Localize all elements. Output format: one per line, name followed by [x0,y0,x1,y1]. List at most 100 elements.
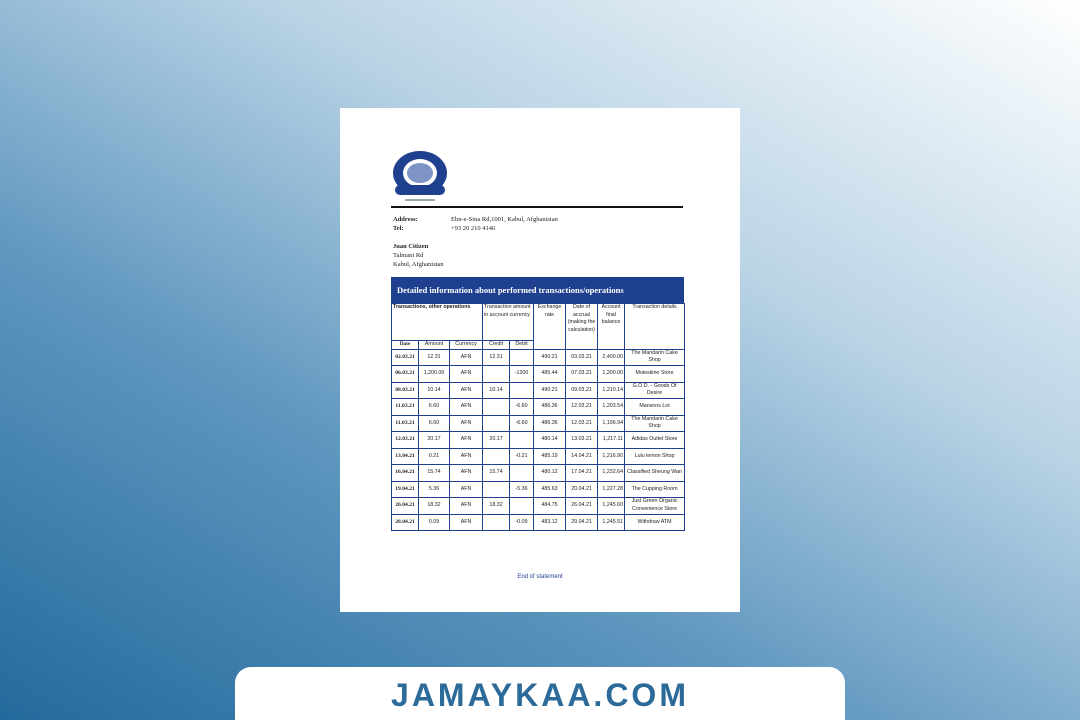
cell-balance: 1,200.00 [597,365,626,383]
cell-exchange-rate: 484.75 [533,497,567,515]
cell-amount: 15.74 [418,464,450,482]
cell-exchange-rate: 486.36 [533,414,567,432]
header-credit: Credit [482,340,511,350]
cell-debit: -6.60 [509,398,535,416]
cell-details: The Mandarin Cake Shop [624,414,686,432]
table-row: 11.03.21 6.60 AFN -6.60 486.36 12.03.21 1,196.… [391,414,686,432]
cell-balance: 1,216.90 [597,447,626,465]
transactions-table: Detailed information about performed tra… [390,277,686,531]
customer-name: Juan Citizen [393,243,429,250]
table-row: 28.04.21 0.09 AFN -0.09 483.12 29.04.21 1,245.… [391,513,686,531]
cell-amount: 0.09 [418,513,450,531]
cell-details: Classified Sheung Wan [624,464,686,482]
cell-date: 02.03.21 [391,348,419,366]
header-currency: Currency [448,340,484,350]
cell-amount: 0.21 [418,447,450,465]
cell-exchange-rate: 490.21 [533,348,567,366]
customer-street: Talmani Rd [393,252,424,259]
cell-accrual-date: 13.03.21 [565,431,599,449]
cell-credit: 10.14 [482,381,511,399]
table-row: 16.04.21 15.74 AFN 15.74 480.12 17.04.21 1,232… [391,464,686,482]
cell-debit: -0.21 [509,447,535,465]
bank-address: Address: Ebn-e-Sina Rd,1001, Kabul, Afgha… [393,216,558,223]
cell-currency: AFN [448,513,484,531]
cell-currency: AFN [448,431,484,449]
cell-balance: 1,227.28 [597,480,626,498]
cell-debit: -1200 [509,365,535,383]
cell-date: 12.03.21 [391,431,419,449]
cell-balance: 1,217.11 [597,431,626,449]
cell-accrual-date: 07.03.21 [565,365,599,383]
cell-accrual-date: 12.03.21 [565,398,599,416]
cell-date: 19.04.21 [391,480,419,498]
cell-date: 26.04.21 [391,497,419,515]
cell-exchange-rate: 483.12 [533,513,567,531]
cell-exchange-rate: 480.14 [533,431,567,449]
cell-debit: -6.60 [509,414,535,432]
cell-credit [482,513,511,531]
cell-credit [482,365,511,383]
end-of-statement: End of statement [517,574,563,580]
cell-details: Mansons Lot [624,398,686,416]
cell-accrual-date: 09.03.21 [565,381,599,399]
cell-details: The Mandarin Cake Shop [624,348,686,366]
cell-amount: 1,200.00 [418,365,450,383]
cell-balance: 1,203.54 [597,398,626,416]
cell-details: The Cupping Room [624,480,686,498]
cell-date: 28.04.21 [391,513,419,531]
cell-amount: 5.36 [418,480,450,498]
header-balance: Account final balance [597,303,626,350]
header-operations: Transactions, other operations [390,303,484,341]
cell-date: 06.03.21 [391,365,419,383]
header-accrual: Date of accrual (making the calculation) [565,303,599,350]
cell-currency: AFN [448,381,484,399]
cell-details: Lulu lemon Shop [624,447,686,465]
header-details: Transaction details [624,303,686,350]
table-row: 13.04.21 0.21 AFN -0.21 485.19 14.04.21 1,216.… [391,447,686,465]
cell-details: Just Green Organic Convenience Store [624,497,686,515]
cell-debit [509,431,535,449]
cell-credit: 12.31 [482,348,511,366]
cell-balance: 2,400.00 [597,348,626,366]
cell-amount: 10.14 [418,381,450,399]
table-row: 02.03.21 12.31 AFN 12.31 490.21 03.03.21 2,400… [391,348,686,366]
cell-debit [509,381,535,399]
cell-details: Adidas Outlet Store [624,431,686,449]
header-exchange: Exchange rate [533,303,567,350]
cell-amount: 6.60 [418,398,450,416]
cell-credit: 18.32 [482,497,511,515]
customer-block: Juan Citizen Talmani Rd Kabul, Afghanist… [393,242,444,269]
table-row: 19.04.21 5.36 AFN -5.36 485.63 20.04.21 1,227.… [391,480,686,498]
cell-balance: 1,245.51 [597,513,626,531]
cell-accrual-date: 17.04.21 [565,464,599,482]
cell-currency: AFN [448,480,484,498]
cell-date: 11.03.21 [391,398,419,416]
cell-accrual-date: 29.04.21 [565,513,599,531]
table-title: Detailed information about performed tra… [391,277,684,303]
cell-accrual-date: 26.04.21 [565,497,599,515]
cell-amount: 18.32 [418,497,450,515]
cell-exchange-rate: 485.63 [533,480,567,498]
table-row: 11.03.21 6.60 AFN -6.60 486.36 12.03.21 1,203.… [391,398,686,416]
cell-details: G.O.D. - Goods Of Desire [624,381,686,399]
cell-balance: 1,210.14 [597,381,626,399]
cell-debit: -5.36 [509,480,535,498]
cell-debit [509,348,535,366]
header-date: Date [391,340,419,350]
cell-date: 11.03.21 [391,414,419,432]
cell-balance: 1,196.94 [597,414,626,432]
cell-debit: -0.09 [509,513,535,531]
bank-tel: Tel: +93 20 210 4146 [393,225,496,232]
cell-credit: 20.17 [482,431,511,449]
header-amount: Amount [418,340,450,350]
cell-debit [509,497,535,515]
cell-currency: AFN [448,414,484,432]
cell-amount: 20.17 [418,431,450,449]
cell-exchange-rate: 480.12 [533,464,567,482]
cell-details: Withdraw ATM [624,513,686,531]
cell-currency: AFN [448,464,484,482]
cell-currency: AFN [448,348,484,366]
cell-accrual-date: 03.03.21 [565,348,599,366]
cell-exchange-rate: 490.21 [533,381,567,399]
customer-city: Kabul, Afghanistan [393,261,444,268]
